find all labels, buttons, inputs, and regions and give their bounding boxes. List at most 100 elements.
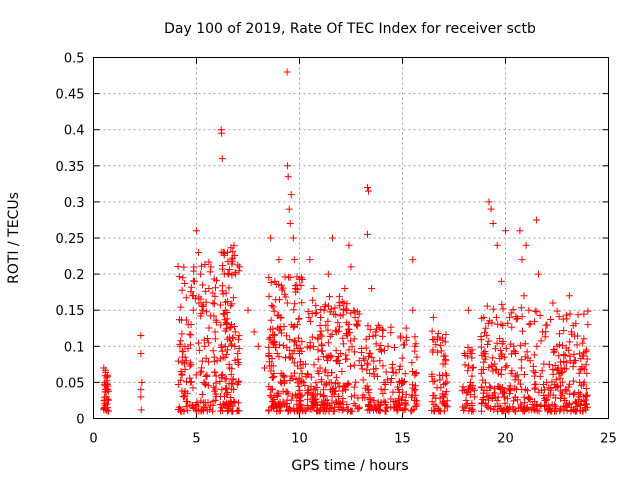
- data-point: [196, 369, 204, 377]
- data-point: [562, 311, 570, 319]
- data-point: [480, 358, 488, 366]
- data-point: [287, 191, 295, 199]
- data-point: [411, 347, 419, 355]
- data-point: [102, 366, 110, 374]
- data-point: [477, 369, 485, 377]
- data-point: [481, 348, 489, 356]
- data-point: [409, 368, 417, 376]
- data-point: [407, 407, 415, 415]
- data-point: [281, 290, 289, 298]
- data-point: [481, 399, 489, 407]
- data-point: [484, 403, 492, 411]
- data-point: [174, 262, 182, 270]
- data-point: [443, 397, 451, 405]
- data-point: [481, 355, 489, 363]
- data-point: [211, 335, 219, 343]
- data-point: [186, 330, 194, 338]
- data-point: [308, 309, 316, 317]
- data-point: [174, 357, 182, 365]
- data-point: [104, 395, 112, 403]
- data-point: [283, 332, 291, 340]
- data-point: [494, 393, 502, 401]
- data-point: [568, 330, 576, 338]
- data-point: [317, 376, 325, 384]
- data-point: [442, 331, 450, 339]
- data-point: [308, 333, 316, 341]
- data-point: [465, 385, 473, 393]
- data-point: [496, 355, 504, 363]
- data-point: [317, 398, 325, 406]
- data-point: [222, 289, 230, 297]
- data-point: [350, 306, 358, 314]
- data-point: [512, 315, 520, 323]
- data-point: [210, 353, 218, 361]
- data-point: [317, 327, 325, 335]
- data-point: [434, 329, 442, 337]
- data-point: [187, 283, 195, 291]
- data-point: [283, 388, 291, 396]
- data-point: [518, 256, 526, 264]
- data-point: [186, 341, 194, 349]
- data-point: [310, 402, 318, 410]
- data-point: [266, 334, 274, 342]
- data-point: [529, 362, 537, 370]
- data-point: [413, 353, 421, 361]
- data-point: [556, 374, 564, 382]
- data-point: [395, 388, 403, 396]
- data-point: [541, 386, 549, 394]
- data-point: [534, 270, 542, 278]
- data-point: [530, 405, 538, 413]
- data-point: [429, 335, 437, 343]
- data-point: [324, 339, 332, 347]
- data-point: [507, 340, 515, 348]
- data-point: [364, 406, 372, 414]
- data-point: [571, 398, 579, 406]
- data-point: [321, 368, 329, 376]
- data-point: [355, 357, 363, 365]
- data-point: [493, 339, 501, 347]
- data-point: [553, 366, 561, 374]
- data-point: [437, 347, 445, 355]
- data-point: [316, 321, 324, 329]
- data-point: [468, 399, 476, 407]
- data-point: [560, 364, 568, 372]
- data-point: [332, 373, 340, 381]
- data-point: [218, 370, 226, 378]
- data-point: [570, 359, 578, 367]
- data-point: [198, 262, 206, 270]
- data-point: [182, 294, 190, 302]
- data-point: [381, 407, 389, 415]
- data-point: [204, 399, 212, 407]
- data-point: [368, 285, 376, 293]
- data-point: [343, 300, 351, 308]
- data-point: [297, 397, 305, 405]
- data-point: [532, 216, 540, 224]
- data-point: [393, 383, 401, 391]
- data-point: [370, 372, 378, 380]
- data-point: [226, 337, 234, 345]
- y-tick-label: 0.3: [64, 196, 85, 211]
- data-point: [231, 328, 239, 336]
- data-point: [353, 322, 361, 330]
- data-point: [486, 383, 494, 391]
- data-point: [223, 384, 231, 392]
- data-point: [276, 341, 284, 349]
- data-point: [187, 320, 195, 328]
- data-point: [216, 401, 224, 409]
- data-point: [321, 397, 329, 405]
- data-point: [319, 347, 327, 355]
- data-point: [178, 286, 186, 294]
- data-point: [350, 348, 358, 356]
- data-point: [235, 267, 243, 275]
- data-point: [219, 261, 227, 269]
- data-point: [431, 377, 439, 385]
- data-point: [576, 390, 584, 398]
- data-point: [201, 261, 209, 269]
- data-point: [366, 401, 374, 409]
- data-point: [271, 338, 279, 346]
- data-point: [557, 394, 565, 402]
- x-tick-label: 15: [394, 432, 411, 447]
- data-point: [291, 282, 299, 290]
- data-point: [354, 317, 362, 325]
- data-point: [517, 404, 525, 412]
